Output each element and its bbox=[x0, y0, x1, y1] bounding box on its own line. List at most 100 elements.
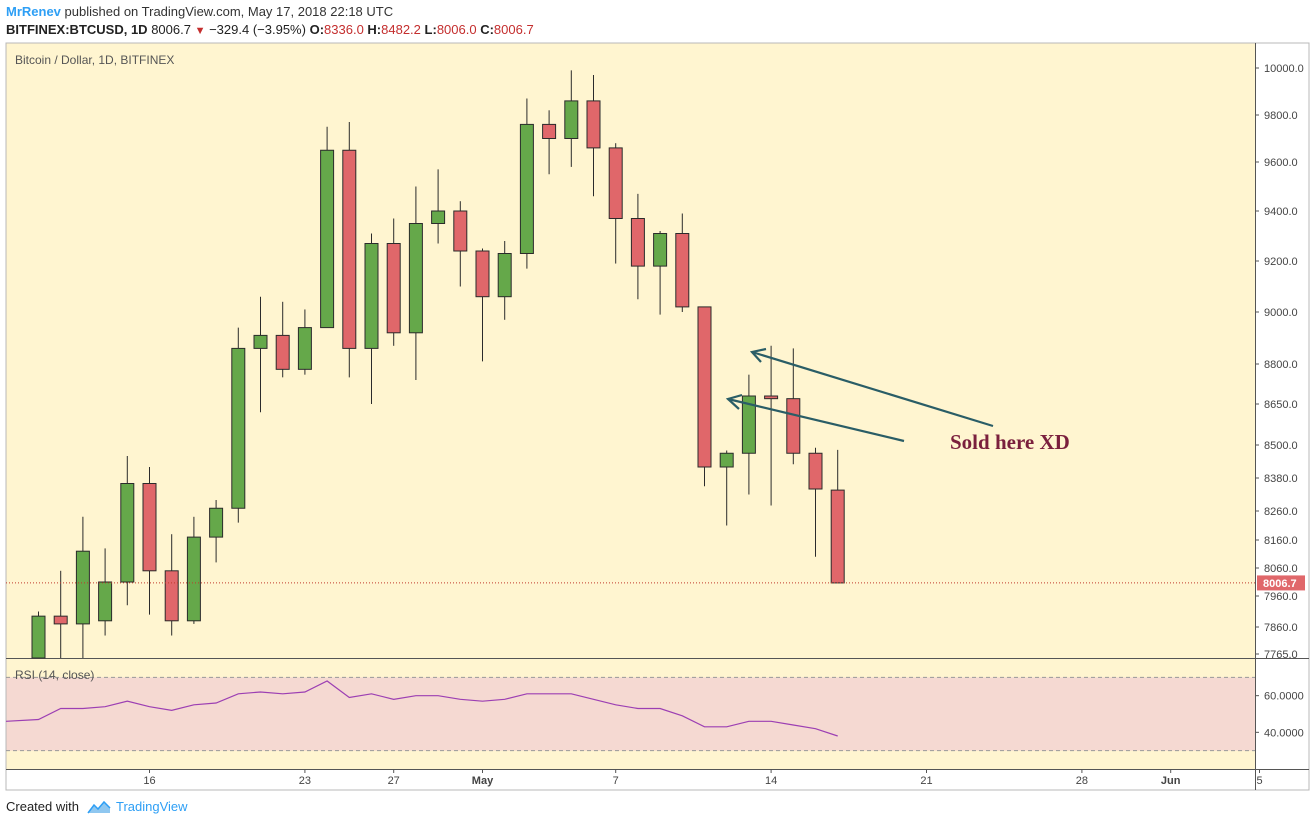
candle-body bbox=[830, 489, 845, 584]
candle-body bbox=[764, 395, 779, 400]
author-link[interactable]: MrRenev bbox=[6, 4, 61, 19]
candle-body bbox=[453, 210, 468, 252]
candle-body bbox=[519, 123, 534, 255]
candle bbox=[675, 213, 690, 312]
candle-body bbox=[408, 223, 423, 334]
candle-body bbox=[164, 570, 179, 622]
price-tick-label: 9600.0 bbox=[1264, 157, 1298, 169]
low-value: 8006.0 bbox=[436, 22, 477, 37]
tradingview-brand: TradingView bbox=[115, 799, 188, 814]
price-axis: 10000.0 9800.0 9600.0 9400.0 9200.0 9000.0 880… bbox=[1255, 63, 1304, 661]
annotation-text: Sold here XD bbox=[950, 430, 1070, 454]
price-tick-label: 9200.0 bbox=[1264, 256, 1298, 268]
candle bbox=[142, 467, 157, 615]
candle-body bbox=[186, 536, 201, 622]
candle-body bbox=[675, 233, 690, 308]
candle-body bbox=[808, 452, 823, 490]
candle bbox=[320, 126, 335, 329]
candle bbox=[741, 374, 756, 495]
candle bbox=[98, 548, 113, 636]
price-tick-label: 8060.0 bbox=[1264, 563, 1298, 575]
annotation-arrows bbox=[725, 347, 994, 443]
arrow-line-lower bbox=[727, 397, 905, 443]
candle bbox=[364, 233, 379, 404]
candle bbox=[475, 248, 490, 362]
time-tick-label: 27 bbox=[388, 775, 400, 787]
candle-body bbox=[142, 483, 157, 572]
candle bbox=[75, 516, 90, 658]
time-tick-label: 16 bbox=[143, 775, 155, 787]
price-tick-label: 8650.0 bbox=[1264, 399, 1298, 411]
price-tick-label: 8260.0 bbox=[1264, 506, 1298, 518]
time-tick-label: 5 bbox=[1256, 775, 1262, 787]
footer: Created with TradingView bbox=[6, 799, 188, 814]
price-tick-label: 9400.0 bbox=[1264, 206, 1298, 218]
candle bbox=[386, 218, 401, 346]
candles bbox=[31, 70, 845, 659]
candle bbox=[431, 169, 446, 244]
time-tick-label: 14 bbox=[765, 775, 777, 787]
chart-canvas[interactable]: 10000.0 9800.0 9600.0 9400.0 9200.0 9000.0 880… bbox=[0, 0, 1315, 800]
candle bbox=[408, 186, 423, 380]
candle bbox=[808, 447, 823, 557]
candle-body bbox=[653, 233, 668, 267]
candle bbox=[608, 143, 623, 264]
time-axis: 16 23 27 May 7 14 21 28 Jun 5 bbox=[143, 769, 1263, 787]
rsi-axis: 60.0000 40.0000 bbox=[1255, 691, 1304, 739]
candle bbox=[53, 570, 68, 658]
candle-body bbox=[475, 250, 490, 298]
time-tick-label: 21 bbox=[920, 775, 932, 787]
candle-body bbox=[320, 149, 335, 329]
candle-body bbox=[630, 218, 645, 267]
open-value: 8336.0 bbox=[324, 22, 364, 37]
rsi-indicator bbox=[5, 676, 1255, 752]
time-tick-label: 7 bbox=[613, 775, 619, 787]
time-tick-label: 28 bbox=[1076, 775, 1088, 787]
arrow-head-upper bbox=[749, 347, 767, 363]
high-label: H: bbox=[367, 22, 382, 37]
change-value: −329.4 (−3.95%) bbox=[209, 22, 306, 37]
publish-info: MrRenev published on TradingView.com, Ma… bbox=[6, 4, 393, 19]
close-value: 8006.7 bbox=[493, 22, 534, 37]
candle-body bbox=[497, 253, 512, 298]
price-tick-label: 8160.0 bbox=[1264, 535, 1298, 547]
candle-body bbox=[431, 210, 446, 224]
candle-body bbox=[98, 581, 113, 622]
candle-body bbox=[697, 306, 712, 468]
candle-body bbox=[31, 615, 46, 659]
price-tick-label: 8380.0 bbox=[1264, 473, 1298, 485]
price-tick-label: 10000.0 bbox=[1264, 63, 1304, 75]
price-tick-label: 9800.0 bbox=[1264, 110, 1298, 122]
chart-border bbox=[5, 42, 1310, 791]
candle-body bbox=[364, 243, 379, 349]
candle bbox=[253, 296, 268, 413]
candle-body bbox=[120, 483, 135, 583]
ohlc-legend: BITFINEX:BTCUSD, 1D 8006.7 ▼ −329.4 (−3.… bbox=[6, 22, 534, 37]
price-tick-label: 9000.0 bbox=[1264, 307, 1298, 319]
candle bbox=[564, 70, 579, 167]
high-value: 8482.2 bbox=[381, 22, 421, 37]
candle bbox=[697, 306, 712, 487]
price-pane-background bbox=[6, 43, 1255, 658]
low-label: L: bbox=[424, 22, 437, 37]
arrow-line-upper bbox=[751, 350, 994, 428]
candle bbox=[786, 348, 801, 465]
candle bbox=[764, 345, 779, 506]
close-label: C: bbox=[480, 22, 494, 37]
published-text: published on TradingView.com, May 17, 20… bbox=[64, 4, 394, 19]
candle bbox=[586, 75, 601, 197]
tradingview-link[interactable]: TradingView bbox=[87, 799, 188, 814]
candle bbox=[719, 450, 734, 526]
candle bbox=[542, 110, 557, 175]
candle bbox=[209, 500, 224, 563]
candle bbox=[231, 327, 246, 523]
candle-body bbox=[719, 452, 734, 468]
price-tick-label: 8500.0 bbox=[1264, 440, 1298, 452]
candle bbox=[497, 241, 512, 320]
chart-title: Bitcoin / Dollar, 1D, BITFINEX bbox=[15, 53, 174, 67]
candle bbox=[453, 201, 468, 287]
candle-body bbox=[386, 243, 401, 334]
rsi-band bbox=[6, 677, 1255, 751]
candle bbox=[186, 516, 201, 624]
candle bbox=[653, 231, 668, 315]
